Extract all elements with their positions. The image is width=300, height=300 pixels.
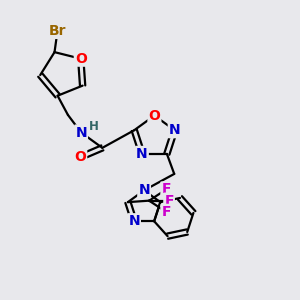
Text: N: N: [138, 183, 150, 197]
Text: N: N: [136, 147, 148, 161]
Text: F: F: [164, 194, 174, 208]
Text: N: N: [128, 214, 140, 228]
Text: Br: Br: [49, 24, 66, 38]
Text: O: O: [74, 150, 86, 164]
Text: O: O: [75, 52, 87, 66]
Text: O: O: [148, 109, 160, 122]
Text: H: H: [88, 120, 98, 133]
Text: F: F: [161, 205, 171, 219]
Text: N: N: [75, 125, 87, 140]
Text: F: F: [161, 182, 171, 197]
Text: N: N: [169, 123, 180, 137]
